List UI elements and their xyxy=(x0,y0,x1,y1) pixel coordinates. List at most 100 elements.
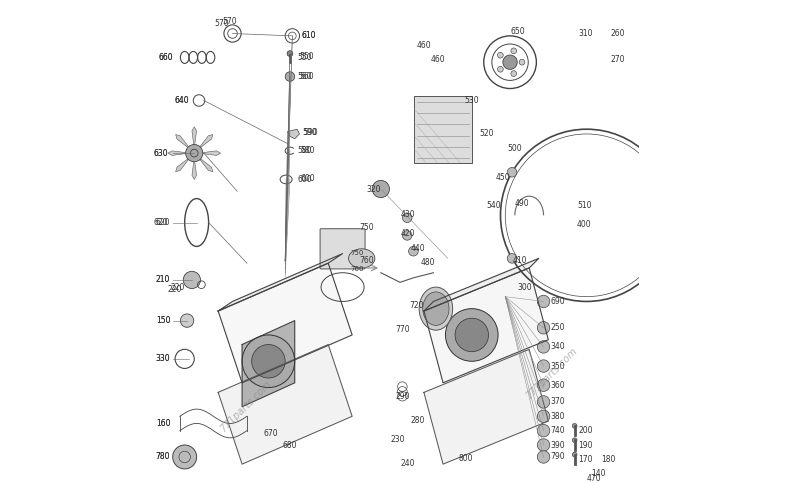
Circle shape xyxy=(402,213,412,223)
Text: 550: 550 xyxy=(299,52,314,61)
Text: 660: 660 xyxy=(158,53,173,62)
Circle shape xyxy=(657,254,666,263)
Polygon shape xyxy=(198,156,213,172)
Text: 680: 680 xyxy=(282,440,298,450)
Text: 670: 670 xyxy=(264,428,278,438)
Polygon shape xyxy=(199,151,221,156)
Text: 450: 450 xyxy=(496,172,510,182)
Text: 220: 220 xyxy=(168,285,182,294)
Text: 210: 210 xyxy=(156,275,170,284)
Text: 380: 380 xyxy=(550,412,566,421)
Circle shape xyxy=(287,51,293,57)
Text: 740: 740 xyxy=(550,426,566,435)
Circle shape xyxy=(657,168,666,177)
FancyBboxPatch shape xyxy=(320,229,365,269)
Bar xyxy=(414,96,472,163)
Polygon shape xyxy=(192,127,197,148)
Text: 760: 760 xyxy=(359,256,374,265)
Ellipse shape xyxy=(422,292,449,326)
Polygon shape xyxy=(218,344,352,464)
Text: 570: 570 xyxy=(223,17,238,26)
Circle shape xyxy=(507,168,517,177)
Text: 600: 600 xyxy=(301,174,315,184)
Ellipse shape xyxy=(349,249,375,268)
Circle shape xyxy=(180,314,194,327)
Text: 510: 510 xyxy=(577,201,591,210)
Text: 690: 690 xyxy=(550,297,566,306)
Text: 430: 430 xyxy=(401,210,415,219)
Text: 750: 750 xyxy=(350,250,364,256)
Text: 790: 790 xyxy=(550,453,566,461)
Text: 440: 440 xyxy=(410,244,425,253)
Text: 550: 550 xyxy=(297,53,312,62)
Circle shape xyxy=(538,439,550,451)
Circle shape xyxy=(285,72,294,81)
Text: 150: 150 xyxy=(156,316,170,325)
Text: 720: 720 xyxy=(410,301,424,310)
Circle shape xyxy=(511,48,517,54)
Text: 270: 270 xyxy=(610,56,625,64)
Text: 640: 640 xyxy=(175,96,190,105)
Text: 150: 150 xyxy=(156,316,170,325)
Text: 760: 760 xyxy=(350,266,364,271)
Text: 480: 480 xyxy=(421,258,435,267)
Text: 390: 390 xyxy=(550,440,566,450)
Text: 210: 210 xyxy=(156,275,170,284)
Text: 490: 490 xyxy=(515,199,530,208)
Text: 530: 530 xyxy=(465,96,479,105)
Circle shape xyxy=(538,360,550,372)
Polygon shape xyxy=(198,134,213,150)
Circle shape xyxy=(511,71,517,76)
Text: 300: 300 xyxy=(518,283,532,292)
Polygon shape xyxy=(424,268,548,383)
Text: 460: 460 xyxy=(431,56,446,64)
Polygon shape xyxy=(176,156,191,172)
Circle shape xyxy=(503,55,518,70)
Text: 470: 470 xyxy=(586,474,602,483)
Circle shape xyxy=(538,379,550,391)
Text: 660: 660 xyxy=(158,53,173,62)
Polygon shape xyxy=(168,151,190,156)
Text: 420: 420 xyxy=(401,229,415,238)
Text: 520: 520 xyxy=(479,129,494,139)
Text: 320: 320 xyxy=(366,185,381,194)
Text: 780: 780 xyxy=(156,453,170,461)
Polygon shape xyxy=(424,349,548,464)
Text: 250: 250 xyxy=(550,323,566,332)
Text: 410: 410 xyxy=(513,256,527,265)
Circle shape xyxy=(372,180,390,198)
Text: 590: 590 xyxy=(303,128,318,137)
Text: 560: 560 xyxy=(299,72,314,81)
Circle shape xyxy=(538,341,550,353)
Text: 350: 350 xyxy=(550,362,566,370)
Text: 160: 160 xyxy=(156,419,170,428)
Circle shape xyxy=(538,410,550,423)
Circle shape xyxy=(455,318,489,352)
Circle shape xyxy=(519,59,525,65)
Text: 330: 330 xyxy=(156,355,170,363)
Text: 500: 500 xyxy=(508,144,522,153)
Polygon shape xyxy=(218,254,342,311)
Circle shape xyxy=(446,309,498,361)
Text: 160: 160 xyxy=(156,419,170,428)
Circle shape xyxy=(183,271,201,288)
Text: 560: 560 xyxy=(297,72,312,81)
Text: 310: 310 xyxy=(578,29,593,38)
Text: 240: 240 xyxy=(401,459,415,468)
Circle shape xyxy=(252,344,285,378)
Text: 770: 770 xyxy=(395,325,410,334)
Circle shape xyxy=(538,451,550,463)
Text: 170: 170 xyxy=(578,455,593,464)
Text: 260: 260 xyxy=(610,29,625,38)
Circle shape xyxy=(538,322,550,334)
Text: 640: 640 xyxy=(175,96,190,105)
Text: 630: 630 xyxy=(154,149,168,157)
Circle shape xyxy=(507,254,517,263)
Text: 620: 620 xyxy=(154,218,168,227)
Circle shape xyxy=(242,335,294,387)
Text: 290: 290 xyxy=(395,392,410,401)
Text: 340: 340 xyxy=(550,342,566,352)
Ellipse shape xyxy=(419,287,453,330)
Circle shape xyxy=(173,445,197,469)
Circle shape xyxy=(498,52,503,58)
